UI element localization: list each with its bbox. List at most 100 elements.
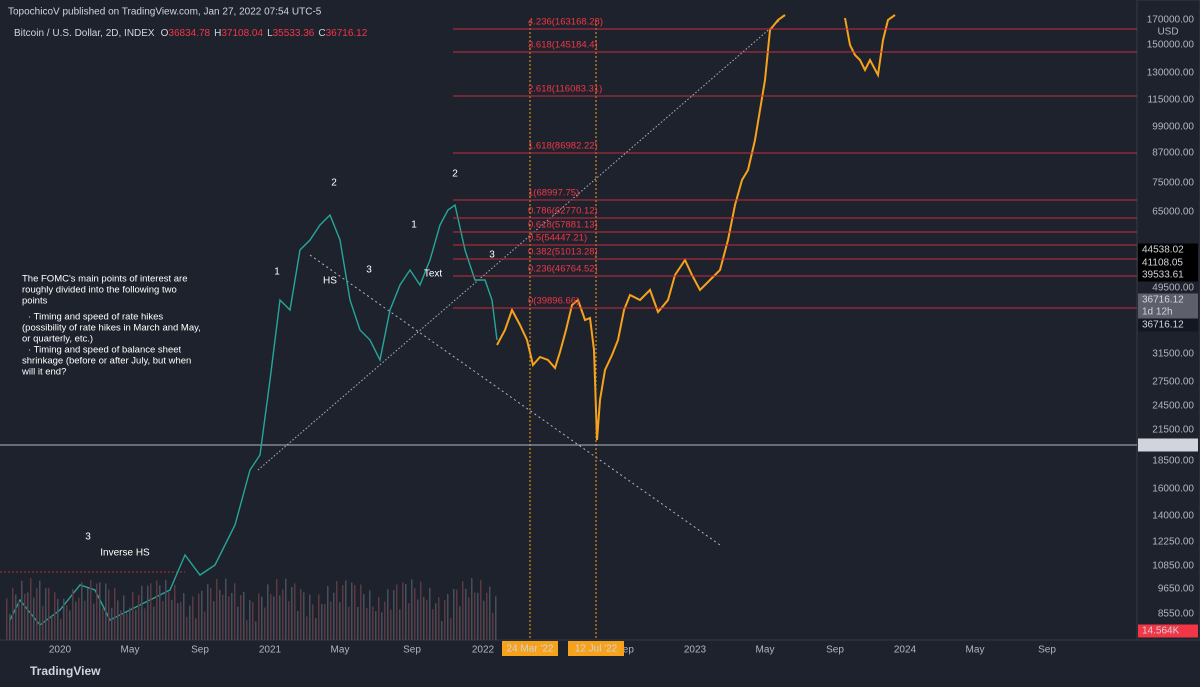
volume-bar bbox=[375, 611, 377, 640]
volume-bar bbox=[330, 601, 332, 640]
volume-bar bbox=[492, 612, 494, 640]
price-label: 99000.00 bbox=[1152, 122, 1194, 133]
volume-bar bbox=[216, 578, 218, 640]
volume-bar bbox=[132, 592, 134, 640]
time-label: May bbox=[966, 645, 985, 656]
volume-bar bbox=[393, 590, 395, 640]
price-label: 150000.00 bbox=[1147, 40, 1195, 51]
time-label: Sep bbox=[826, 645, 844, 656]
volume-bar bbox=[369, 590, 371, 640]
time-marker-box bbox=[502, 641, 558, 656]
volume-bar bbox=[405, 583, 407, 640]
volume-bar bbox=[318, 594, 320, 640]
projection-path bbox=[496, 14, 786, 441]
fib-label: 0.382(51013.28) bbox=[528, 247, 598, 258]
volume-bar bbox=[465, 588, 467, 640]
price-marker-box bbox=[1138, 243, 1198, 257]
volume-bar bbox=[228, 596, 230, 640]
price-label: 130000.00 bbox=[1147, 68, 1195, 79]
volume-bar bbox=[303, 592, 305, 640]
annotation: 1 bbox=[411, 220, 417, 231]
volume-bar bbox=[84, 600, 86, 640]
volume-bar bbox=[141, 585, 143, 640]
note-line: will it end? bbox=[21, 367, 66, 378]
price-marker-box bbox=[1138, 268, 1198, 282]
volume-bar bbox=[69, 610, 71, 640]
volume-bar bbox=[414, 588, 416, 640]
volume-bar bbox=[189, 605, 191, 640]
volume-bar bbox=[450, 618, 452, 640]
volume-bar bbox=[459, 606, 461, 640]
volume-bar bbox=[357, 606, 359, 640]
volume-bar bbox=[39, 580, 41, 640]
volume-bar bbox=[336, 581, 338, 640]
volume-bar bbox=[255, 621, 257, 640]
volume-bar bbox=[138, 595, 140, 640]
volume-bar bbox=[33, 597, 35, 640]
volume-bar bbox=[384, 601, 386, 640]
volume-bar bbox=[282, 589, 284, 640]
ohlc-key: C bbox=[318, 28, 325, 39]
volume-bar bbox=[231, 592, 233, 640]
volume-bar bbox=[135, 609, 137, 640]
volume-bar bbox=[126, 613, 128, 640]
note-line: · Timing and speed of rate hikes bbox=[28, 312, 163, 323]
volume-bar bbox=[225, 578, 227, 640]
fib-label: 1(68997.75) bbox=[528, 188, 579, 199]
price-marker-box bbox=[1138, 624, 1198, 638]
annotation: Inverse HS bbox=[100, 548, 150, 559]
note-line: shrinkage (before or after July, but whe… bbox=[22, 356, 191, 367]
symbol-line: Bitcoin / U.S. Dollar, 2D, INDEX O36834.7… bbox=[14, 28, 368, 39]
volume-bar bbox=[417, 599, 419, 640]
volume-bar bbox=[186, 616, 188, 640]
footer-logo: TradingView bbox=[30, 664, 101, 678]
time-label: Sep bbox=[403, 645, 421, 656]
volume-bar bbox=[324, 604, 326, 640]
volume-bar bbox=[288, 601, 290, 640]
volume-bar bbox=[387, 589, 389, 640]
volume-bar bbox=[117, 600, 119, 640]
fib-label: 0.618(57881.13) bbox=[528, 220, 598, 231]
volume-bar bbox=[447, 594, 449, 640]
time-label: Sep bbox=[1038, 645, 1056, 656]
annotation: HS bbox=[323, 276, 337, 287]
price-marker: 14.564K bbox=[1142, 626, 1180, 637]
price-marker: 39533.61 bbox=[1142, 270, 1184, 281]
volume-bar bbox=[321, 604, 323, 640]
price-label: 9650.00 bbox=[1158, 584, 1195, 595]
symbol: Bitcoin / U.S. Dollar, 2D, INDEX bbox=[14, 28, 155, 39]
volume-bar bbox=[36, 587, 38, 640]
time-label: 2024 bbox=[894, 645, 917, 656]
volume-bar bbox=[87, 588, 89, 640]
price-marker-box bbox=[1138, 256, 1198, 270]
volume-bar bbox=[171, 599, 173, 640]
volume-bar bbox=[114, 587, 116, 640]
volume-bar bbox=[243, 591, 245, 640]
ohlc-value: 35533.36 bbox=[273, 28, 315, 39]
volume-bar bbox=[441, 621, 443, 640]
fib-label: 1.618(86982.22) bbox=[528, 141, 598, 152]
price-marker: 36716.12 bbox=[1142, 320, 1184, 331]
projection-path bbox=[844, 14, 896, 79]
volume-bar bbox=[213, 601, 215, 640]
volume-bar bbox=[120, 610, 122, 640]
time-marker: 12 Jul '22 bbox=[575, 644, 618, 655]
volume-bar bbox=[438, 597, 440, 640]
volume-bar bbox=[183, 592, 185, 640]
time-label: Sep bbox=[191, 645, 209, 656]
volume-bar bbox=[105, 583, 107, 640]
price-label: 75000.00 bbox=[1152, 178, 1194, 189]
price-label: 8550.00 bbox=[1158, 609, 1195, 620]
volume-bar bbox=[51, 616, 53, 640]
time-label: May bbox=[331, 645, 350, 656]
volume-bar bbox=[360, 584, 362, 640]
volume-bar bbox=[96, 583, 98, 640]
currency: USD bbox=[1157, 27, 1178, 38]
volume-bar bbox=[99, 582, 101, 640]
volume-bar bbox=[300, 589, 302, 640]
volume-bar bbox=[204, 611, 206, 640]
price-label: 10850.00 bbox=[1152, 561, 1194, 572]
volume-bar bbox=[258, 593, 260, 640]
volume-bar bbox=[327, 586, 329, 640]
